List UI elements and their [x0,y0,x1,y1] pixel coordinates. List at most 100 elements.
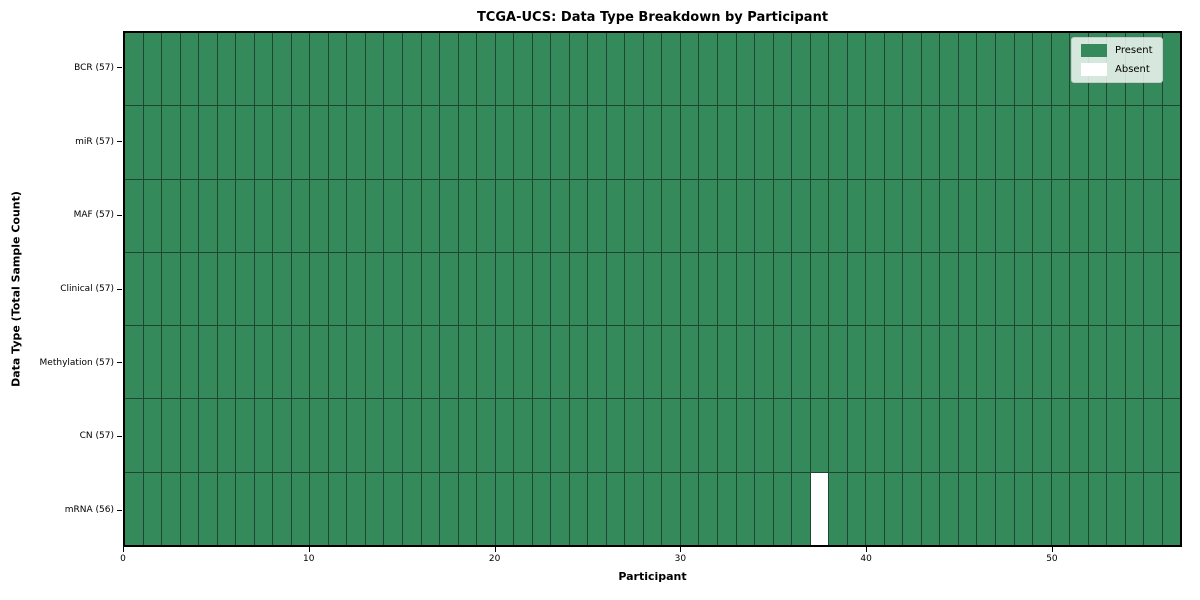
heatmap-cell [328,106,348,179]
heatmap-cell [940,472,959,545]
heatmap-cell [310,252,329,326]
heatmap-cell [273,326,292,399]
heatmap-cell [588,179,607,252]
heatmap-cell [1144,106,1163,179]
heatmap-cell [421,33,441,106]
heatmap-cell [180,399,200,472]
heatmap-cell [995,399,1015,472]
heatmap-cell [551,399,570,472]
heatmap-cell [125,326,144,399]
heatmap-cell [365,106,385,179]
heatmap-cell [458,399,478,472]
heatmap-cell [755,33,774,106]
y-tick-label: MAF (57) [73,210,114,221]
heatmap-cell [217,106,237,179]
y-tick-mark [117,435,122,437]
heatmap-cell [606,399,626,472]
heatmap-cell [1107,472,1126,545]
heatmap-cell [810,252,830,326]
heatmap-row-MAF [125,179,1181,253]
heatmap-cell [1051,399,1071,472]
heatmap-cell [866,472,885,545]
heatmap-cell [792,252,811,326]
heatmap-cell [421,179,441,252]
heatmap-cell [940,179,959,252]
heatmap-cell [440,106,459,179]
heatmap-cell [125,252,144,326]
heatmap-cell [551,33,570,106]
heatmap-cell [699,326,718,399]
heatmap-cell [662,179,681,252]
heatmap-cell [940,326,959,399]
heatmap-cell [1033,399,1052,472]
heatmap-cell [1162,33,1181,106]
heatmap-cell [384,33,403,106]
heatmap-cell [402,326,422,399]
heatmap-cell [1033,252,1052,326]
heatmap-cell [736,472,756,545]
y-tick-label: CN (57) [79,431,114,442]
heatmap-cell [1125,106,1145,179]
heatmap-cell [736,33,756,106]
heatmap-cell [1144,179,1163,252]
heatmap-cell [532,252,552,326]
heatmap-cell [162,472,181,545]
heatmap-cell [199,252,218,326]
heatmap-cell [699,33,718,106]
heatmap-cell [699,106,718,179]
heatmap-cell [1070,326,1089,399]
heatmap-cell [384,399,403,472]
heatmap-cell [254,399,274,472]
heatmap-cell [236,33,255,106]
heatmap-cell [551,472,570,545]
heatmap-cell [755,326,774,399]
heatmap-cell [977,179,996,252]
heatmap-cell [588,326,607,399]
x-tick-mark [680,547,682,552]
x-axis-label: Participant [618,570,687,583]
heatmap-cell [291,399,311,472]
heatmap-cell [347,472,366,545]
heatmap-cell [903,252,922,326]
heatmap-cell [421,399,441,472]
heatmap-cell [1144,399,1163,472]
heatmap-cell [903,326,922,399]
heatmap-cell [903,179,922,252]
heatmap-cell [199,472,218,545]
heatmap-cell [680,472,700,545]
heatmap-cell [958,472,978,545]
heatmap-cell [143,326,163,399]
heatmap-cell [551,106,570,179]
heatmap-cell [625,106,644,179]
heatmap-cell [199,106,218,179]
heatmap-cell [532,472,552,545]
heatmap-cell [625,399,644,472]
heatmap-cell [125,472,144,545]
heatmap-cell [328,399,348,472]
heatmap-cell [495,252,515,326]
heatmap-cell [643,179,663,252]
heatmap-cell [310,33,329,106]
heatmap-cell [402,399,422,472]
heatmap-cell [477,326,496,399]
heatmap-cell [903,106,922,179]
heatmap-cell [328,33,348,106]
heatmap-cell [810,106,830,179]
heatmap-cell [699,472,718,545]
heatmap-cell [532,399,552,472]
heatmap-row-CN [125,399,1181,473]
heatmap-cell [143,399,163,472]
heatmap-cell [625,472,644,545]
heatmap-cell [588,33,607,106]
heatmap-cell [421,106,441,179]
heatmap-cell [273,252,292,326]
heatmap-cell [588,106,607,179]
heatmap-cell [1107,252,1126,326]
heatmap-cell [958,326,978,399]
heatmap-cell [718,106,737,179]
heatmap-cell [958,179,978,252]
heatmap-cell [866,106,885,179]
heatmap-cell [755,399,774,472]
heatmap-cell [328,326,348,399]
